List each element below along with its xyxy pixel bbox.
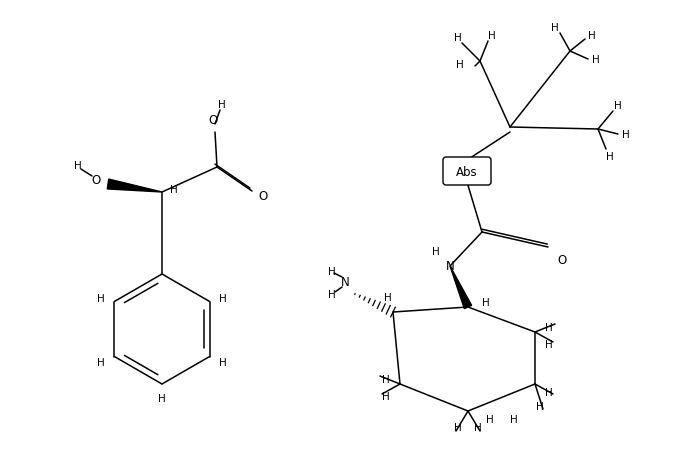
Text: H: H [74,161,82,171]
Text: H: H [622,130,630,140]
Text: H: H [158,393,166,403]
Text: O: O [557,253,566,266]
Text: H: H [545,387,553,397]
Text: H: H [488,31,496,41]
Text: H: H [97,293,105,303]
Text: H: H [328,289,336,299]
Text: H: H [170,185,178,195]
Text: Abs: Abs [456,165,477,178]
Text: H: H [382,391,390,401]
Polygon shape [450,266,472,309]
Text: N: N [446,260,455,273]
Text: H: H [384,292,392,302]
Text: H: H [218,100,226,110]
Text: O: O [258,189,268,202]
Text: H: H [588,31,596,41]
Text: H: H [536,401,544,411]
Text: H: H [97,357,105,367]
Text: H: H [592,55,600,65]
Text: H: H [474,422,482,432]
Text: H: H [432,246,440,257]
Text: H: H [545,339,553,349]
Text: H: H [219,293,226,303]
Text: H: H [456,60,464,70]
Text: O: O [208,114,218,127]
Text: H: H [454,422,462,432]
Text: H: H [509,414,517,425]
Text: H: H [382,374,390,384]
FancyBboxPatch shape [443,157,491,185]
Polygon shape [108,179,162,193]
Text: H: H [545,322,553,332]
Text: O: O [92,174,101,187]
Text: H: H [486,414,493,425]
Text: H: H [614,101,622,111]
Text: H: H [219,357,226,367]
Text: H: H [328,266,336,276]
Text: H: H [482,297,490,308]
Text: H: H [454,33,462,43]
Text: N: N [341,276,349,289]
Text: H: H [606,151,614,162]
Text: H: H [551,23,559,33]
